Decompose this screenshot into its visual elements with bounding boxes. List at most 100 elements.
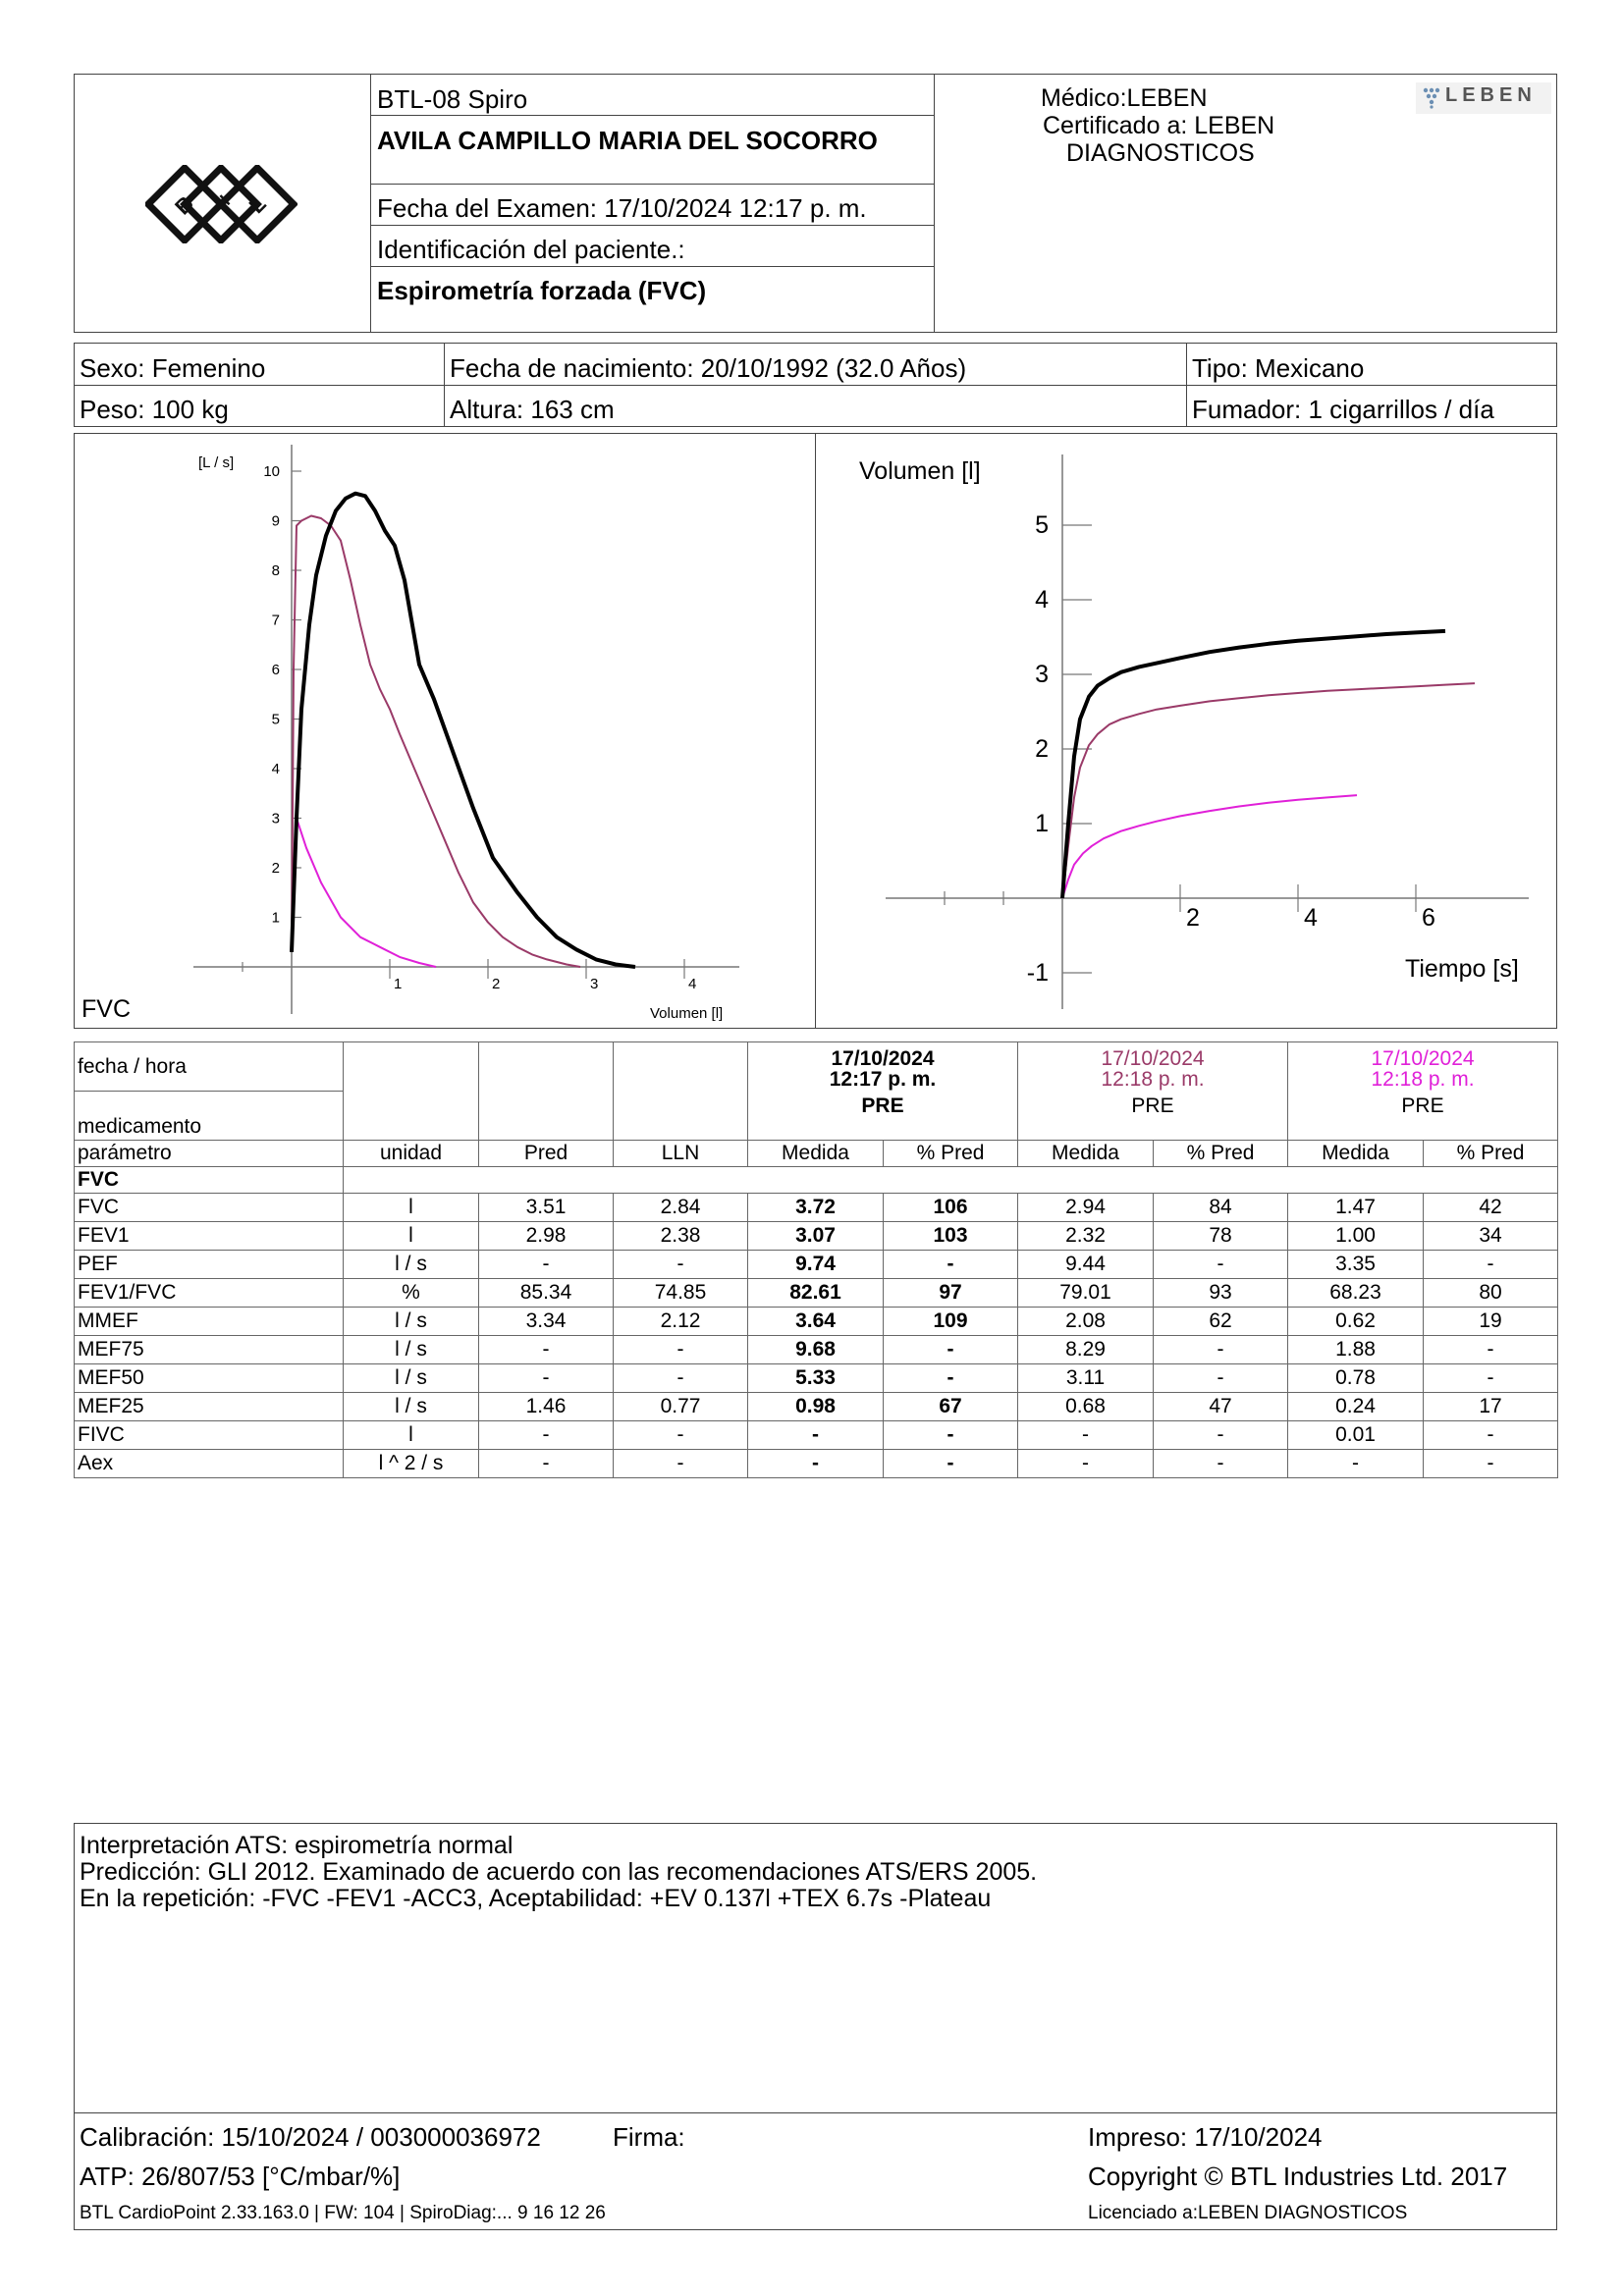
table-cell: -: [478, 1363, 614, 1393]
table-cell: l ^ 2 / s: [343, 1449, 479, 1478]
table-cell: -: [1423, 1335, 1559, 1364]
table-cell: l / s: [343, 1363, 479, 1393]
col-header: Medida: [1017, 1140, 1154, 1167]
table-cell: 0.98: [747, 1392, 884, 1421]
trial-2-med: PRE: [1131, 1095, 1174, 1117]
test-type: Espirometría forzada (FVC): [377, 276, 707, 305]
table-cell: -: [613, 1335, 748, 1364]
table-cell: l: [343, 1420, 479, 1450]
x-tick-label: 4: [1304, 904, 1318, 932]
volume-time-series-1: [1060, 628, 1446, 899]
patient-id: Identificación del paciente.:: [377, 235, 685, 264]
table-header-row: parámetro unidad Pred LLN Medida % Pred …: [74, 1140, 1559, 1167]
copyright: Copyright © BTL Industries Ltd. 2017: [1088, 2162, 1508, 2191]
software-version: BTL CardioPoint 2.33.163.0 | FW: 104 | S…: [80, 2203, 606, 2223]
table-cell: -: [883, 1363, 1018, 1393]
parameter-name: FIVC: [74, 1420, 344, 1450]
table-cell: 85.34: [478, 1278, 614, 1308]
table-row: FEV1/FVC% 85.34 74.85 82.61 97 79.01 93 68.23 80: [74, 1278, 1559, 1308]
table-cell: 9.44: [1017, 1250, 1154, 1279]
parameter-name: PEF: [74, 1250, 344, 1279]
sexo: Sexo: Femenino: [80, 353, 266, 383]
y-tick-label: 5: [272, 712, 280, 728]
trial-1-time: 12:17 p. m.: [829, 1068, 937, 1091]
col-header: Medida: [1287, 1140, 1425, 1167]
trial-3-date: 17/10/2024: [1371, 1047, 1475, 1070]
table-row: FIVC l - - - - - -0.01-: [74, 1420, 1559, 1450]
table-cell: 0.77: [613, 1392, 748, 1421]
y-tick-label: 2: [1035, 735, 1049, 763]
chart-name: FVC: [81, 995, 131, 1023]
table-cell: -: [478, 1449, 614, 1478]
col-header: % Pred: [1423, 1140, 1559, 1167]
col-header: % Pred: [1152, 1140, 1289, 1167]
table-cell: l / s: [343, 1392, 479, 1421]
table-cell: l: [343, 1193, 479, 1222]
table-cell: -: [1423, 1420, 1559, 1450]
table-cell: -: [613, 1250, 748, 1279]
y-tick-label: 8: [272, 562, 280, 579]
table-cell: -: [1423, 1250, 1559, 1279]
table-cell: 3.11: [1017, 1363, 1154, 1393]
table-cell: 9.68: [747, 1335, 884, 1364]
parameter-name: MEF50: [74, 1363, 344, 1393]
parameter-name: MMEF: [74, 1307, 344, 1336]
table-cell: 84: [1152, 1193, 1289, 1222]
table-cell: -: [1017, 1449, 1154, 1478]
table-cell: 97: [883, 1278, 1018, 1308]
parameter-name: MEF25: [74, 1392, 344, 1421]
table-cell: 0.68: [1017, 1392, 1154, 1421]
parameter-name: FEV1: [74, 1221, 344, 1251]
table-cell: -: [1423, 1363, 1559, 1393]
interpretation-line-2: Predicción: GLI 2012. Examinado de acuer…: [80, 1858, 1038, 1886]
peso: Peso: 100 kg: [80, 395, 229, 424]
report-header: [74, 74, 1557, 333]
table-cell: -: [613, 1363, 748, 1393]
flow-volume-series-1: [290, 491, 636, 969]
x-tick-label: 3: [590, 976, 598, 992]
table-cell: -: [478, 1250, 614, 1279]
flow-volume-chart: 1 2 3 4 5 6 7 8 9 10 1 2 3 4 [L / s] Volumen [l] FVC: [81, 445, 739, 1023]
table-cell: 3.51: [478, 1193, 614, 1222]
col-header: parámetro: [74, 1140, 344, 1167]
table-cell: 2.32: [1017, 1221, 1154, 1251]
table-cell: 0.01: [1287, 1420, 1425, 1450]
table-cell: 2.12: [613, 1307, 748, 1336]
table-cell: 5.33: [747, 1363, 884, 1393]
y-tick-label: -1: [1027, 959, 1049, 987]
flow-volume-series-2: [291, 514, 581, 968]
leben-logo: LEBEN: [1416, 82, 1551, 114]
table-cell: 47: [1152, 1392, 1289, 1421]
col-header: unidad: [343, 1140, 479, 1167]
y-tick-label: 4: [1035, 586, 1049, 614]
y-tick-label: 6: [272, 662, 280, 678]
fecha-label: fecha / hora: [74, 1041, 344, 1092]
table-cell: 9.74: [747, 1250, 884, 1279]
table-cell: -: [1152, 1250, 1289, 1279]
parameter-name: FVC: [74, 1193, 344, 1222]
impreso: Impreso: 17/10/2024: [1088, 2122, 1323, 2152]
trial-2-date: 17/10/2024: [1101, 1047, 1205, 1070]
table-cell: 80: [1423, 1278, 1559, 1308]
table-cell: 2.94: [1017, 1193, 1154, 1222]
table-cell: 2.08: [1017, 1307, 1154, 1336]
table-cell: -: [1152, 1449, 1289, 1478]
patient-name: AVILA CAMPILLO MARIA DEL SOCORRO: [377, 126, 878, 155]
table-cell: 1.47: [1287, 1193, 1425, 1222]
table-cell: -: [883, 1420, 1018, 1450]
table-row: MMEF l / s 3.34 2.12 3.64 109 2.08 62 0.62 19: [74, 1307, 1559, 1336]
trial-3-time: 12:18 p. m.: [1371, 1068, 1475, 1091]
table-cell: -: [1423, 1449, 1559, 1478]
table-cell: 1.00: [1287, 1221, 1425, 1251]
table-cell: 2.38: [613, 1221, 748, 1251]
table-cell: 2.84: [613, 1193, 748, 1222]
table-cell: 106: [883, 1193, 1018, 1222]
table-cell: -: [1152, 1363, 1289, 1393]
report-footer: [74, 2112, 1557, 2230]
section-label: FVC: [74, 1166, 344, 1194]
table-cell: -: [1152, 1335, 1289, 1364]
table-cell: 17: [1423, 1392, 1559, 1421]
table-cell: 42: [1423, 1193, 1559, 1222]
calibracion: Calibración: 15/10/2024 / 003000036972: [80, 2122, 541, 2152]
table-cell: -: [613, 1420, 748, 1450]
